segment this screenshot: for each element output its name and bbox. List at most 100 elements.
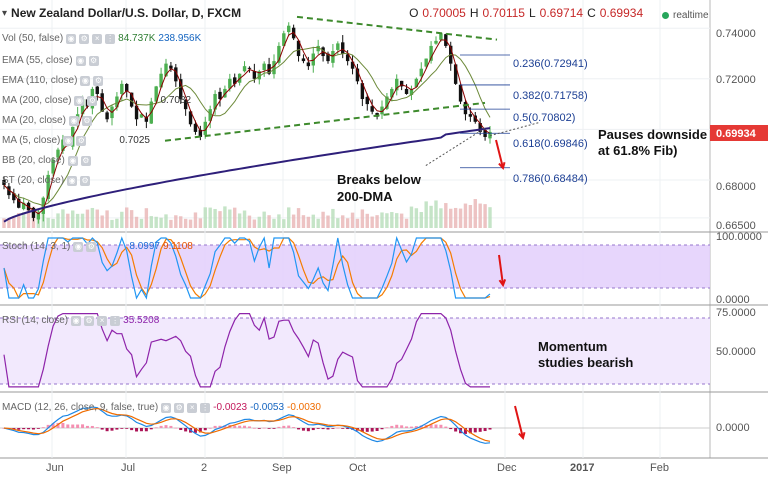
eye-icon[interactable]: ◉ [80, 75, 91, 86]
indicator-row-macd[interactable]: MACD (12, 26, close, 9, false, true) ◉ ⚙… [2, 401, 321, 414]
eye-icon[interactable]: ◉ [161, 402, 172, 413]
volume-bar [395, 213, 399, 228]
volume-bar [237, 213, 242, 228]
settings-icon[interactable]: ⚙ [79, 33, 90, 44]
settings-icon[interactable]: ⚙ [84, 315, 95, 326]
symbol-title[interactable]: New Zealand Dollar/U.S. Dollar, D, FXCM [11, 6, 242, 20]
indicator-row-st[interactable]: ST (20, close) ◉ ⚙ [2, 174, 91, 187]
macd-histogram-bar [174, 427, 178, 429]
collapse-chevron-icon[interactable]: ▾ [2, 7, 8, 19]
candle-body [282, 33, 286, 46]
stoch-k-line [3, 235, 491, 300]
volume-bar [46, 217, 50, 228]
macd-histogram-bar [395, 424, 399, 428]
candle-body [183, 99, 188, 110]
ma5-line [3, 31, 491, 215]
indicator-row-ema55[interactable]: EMA (55, close) ◉ ⚙ [2, 54, 99, 67]
indicator-row-ma20[interactable]: MA (20, close) ◉ ⚙ [2, 114, 92, 127]
candle-body [453, 64, 458, 84]
ohlc-close-value: 0.69934 [599, 6, 644, 20]
volume-bar [277, 214, 281, 228]
price-tick-068: 0.68000 [716, 181, 756, 193]
volume-bar [399, 213, 404, 228]
macd-histogram-bar [483, 428, 487, 432]
volume-bar [375, 215, 379, 228]
eye-icon[interactable]: ◉ [66, 33, 77, 44]
macd-histogram-bar [36, 428, 40, 429]
volume-bar [424, 201, 428, 228]
macd-histogram-bar [66, 424, 70, 428]
more-icon[interactable]: ⋮ [105, 33, 116, 44]
indicator-row-rsi[interactable]: RSI (14, close) ◉ ⚙ × ⋮ 35.5208 [2, 314, 159, 327]
volume-bar [247, 215, 252, 228]
candle-body [355, 68, 360, 82]
volume-bar [80, 213, 85, 228]
macd-line [3, 406, 491, 444]
candle-body [80, 99, 85, 115]
more-icon[interactable]: ⋮ [110, 315, 121, 326]
candle-body [370, 106, 374, 112]
settings-icon[interactable]: ⚙ [81, 115, 92, 126]
candle-body [385, 96, 389, 109]
indicator-row-ma200[interactable]: MA (200, close) ◉ ⚙ 0.7082 [2, 94, 191, 107]
close-icon[interactable]: × [187, 402, 198, 413]
macd-histogram-bar [184, 428, 188, 432]
indicator-rsi-value: 35.5208 [123, 315, 160, 326]
macd-histogram-bar [22, 428, 26, 430]
macd-histogram-bar [164, 425, 168, 428]
settings-icon[interactable]: ⚙ [88, 55, 99, 66]
indicator-row-stoch[interactable]: Stoch (14, 3, 1) ◉ ⚙ 8.0997 9.1108 [2, 240, 193, 253]
candle-body [218, 91, 222, 100]
eye-icon[interactable]: ◉ [67, 175, 78, 186]
eye-icon[interactable]: ◉ [68, 115, 79, 126]
volume-bar [223, 206, 227, 228]
macd-histogram-bar [71, 424, 75, 428]
volume-bar [95, 209, 99, 228]
eye-icon[interactable]: ◉ [75, 55, 86, 66]
settings-icon[interactable]: ⚙ [76, 135, 87, 146]
indicator-ma20-label: MA (20, close) [2, 115, 66, 126]
time-tick-jun: Jun [46, 462, 64, 474]
candle-body [120, 83, 124, 95]
indicator-macd-value1: -0.0023 [213, 402, 248, 413]
close-icon[interactable]: × [92, 33, 103, 44]
volume-bar [159, 217, 163, 228]
indicator-row-bb[interactable]: BB (20, close) ◉ ⚙ [2, 154, 91, 167]
candle-body [272, 61, 276, 75]
indicator-ema110-label: EMA (110, close) [2, 75, 78, 86]
eye-icon[interactable]: ◉ [71, 315, 82, 326]
eye-icon[interactable]: ◉ [74, 95, 85, 106]
candle-body [488, 131, 492, 139]
settings-icon[interactable]: ⚙ [174, 402, 185, 413]
settings-icon[interactable]: ⚙ [93, 75, 104, 86]
candle-body [424, 58, 428, 67]
indicator-row-vol[interactable]: Vol (50, false) ◉ ⚙ × ⋮ 84.737K 238.956K [2, 32, 201, 45]
macd-signal-line [3, 407, 491, 442]
candle-body [277, 45, 281, 63]
last-price-tag [710, 125, 768, 141]
indicator-row-ma5[interactable]: MA (5, close) ◉ ⚙ 0.7025 [2, 134, 150, 147]
close-icon[interactable]: × [97, 315, 108, 326]
indicator-vol-value1: 84.737K [118, 33, 156, 44]
indicator-row-ema110[interactable]: EMA (110, close) ◉ ⚙ [2, 74, 104, 87]
macd-histogram-bar [463, 428, 467, 434]
eye-icon[interactable]: ◉ [67, 155, 78, 166]
macd-histogram-bar [341, 428, 345, 429]
time-tick-oct: Oct [349, 462, 366, 474]
eye-icon[interactable]: ◉ [63, 135, 74, 146]
candle-body [144, 116, 149, 122]
more-icon[interactable]: ⋮ [200, 402, 211, 413]
volume-bar [326, 215, 330, 228]
settings-icon[interactable]: ⚙ [87, 95, 98, 106]
indicator-vol-value2: 238.956K [158, 33, 202, 44]
volume-bar [120, 211, 124, 228]
settings-icon[interactable]: ⚙ [86, 241, 97, 252]
candle-body [247, 67, 252, 69]
annotation-momentum-line2: studies bearish [538, 355, 633, 370]
settings-icon[interactable]: ⚙ [80, 175, 91, 186]
volume-bar [419, 212, 423, 228]
volume-bar [198, 218, 203, 228]
eye-icon[interactable]: ◉ [73, 241, 84, 252]
settings-icon[interactable]: ⚙ [80, 155, 91, 166]
volume-bar [105, 210, 109, 228]
